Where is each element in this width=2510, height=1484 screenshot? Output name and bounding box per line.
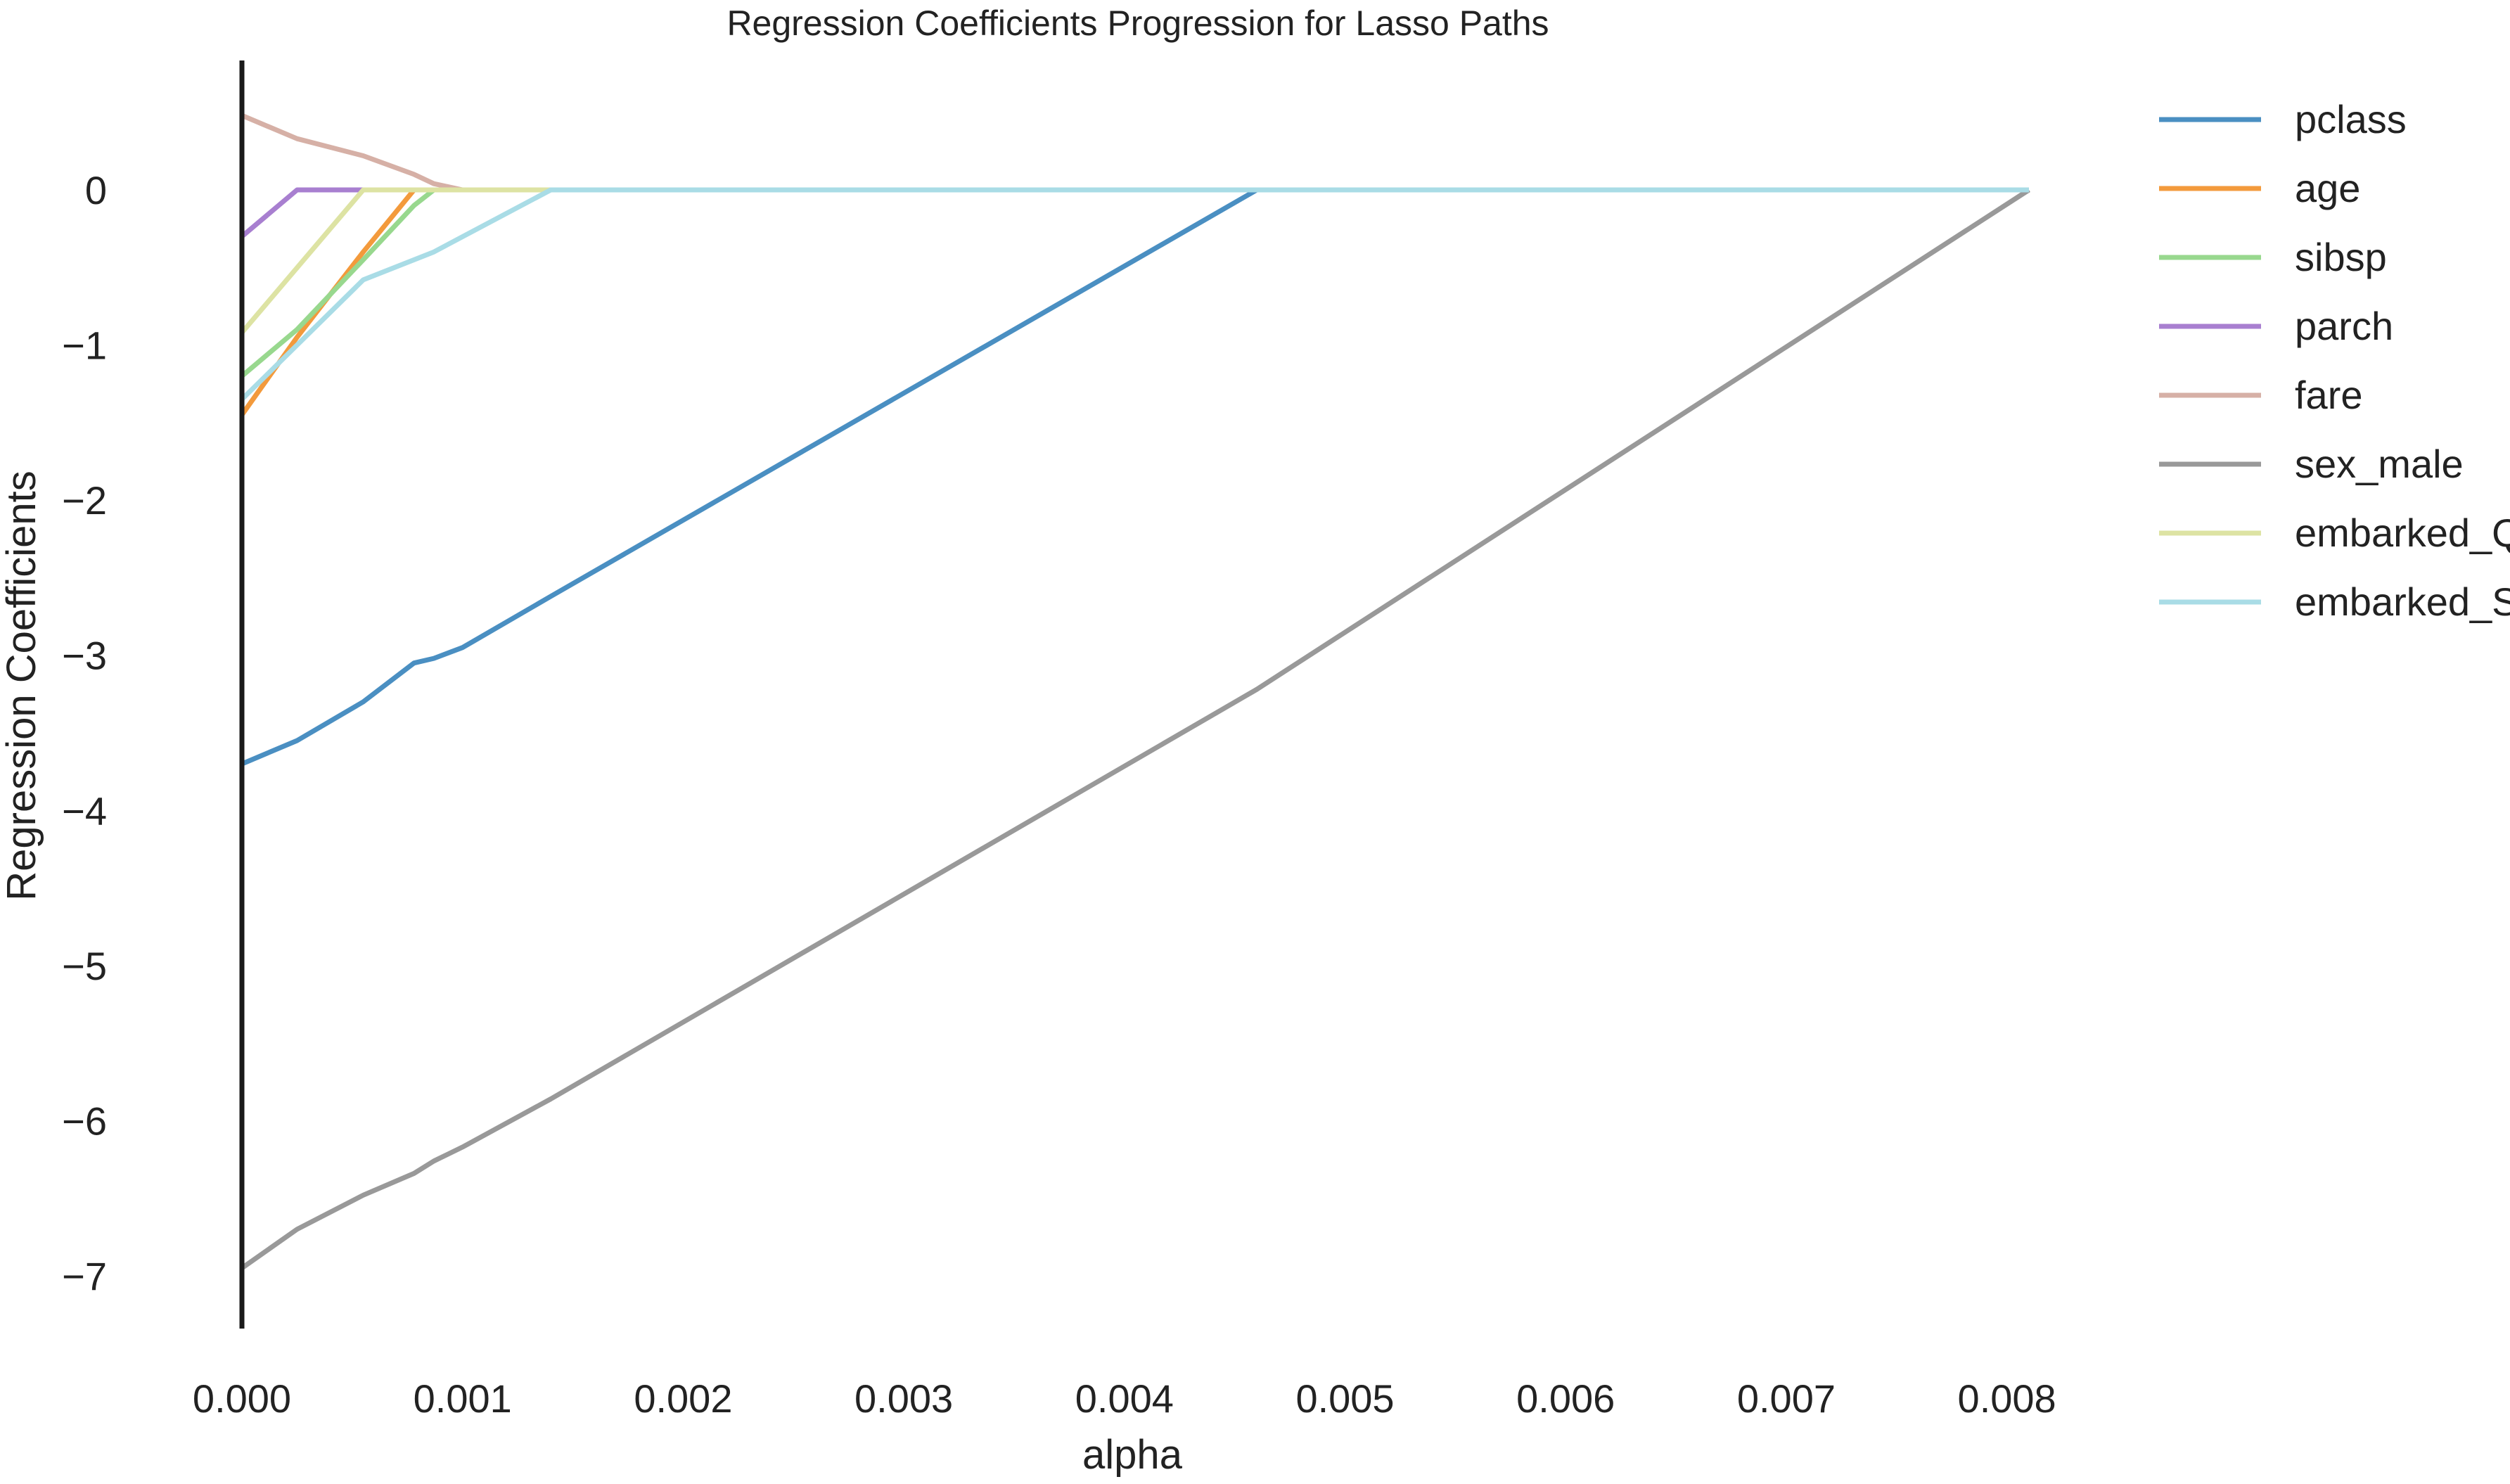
legend-item-fare: fare xyxy=(2159,373,2363,417)
legend-label: fare xyxy=(2295,373,2363,417)
series-line-sibsp xyxy=(240,187,2029,378)
chart-title: Regression Coefficients Progression for … xyxy=(726,4,1549,43)
y-tick-label: −5 xyxy=(62,944,107,988)
x-tick-label: 0.006 xyxy=(1516,1376,1615,1421)
legend-item-embarked-S: embarked_S xyxy=(2159,580,2510,624)
y-tick-label: −7 xyxy=(62,1254,107,1298)
y-axis-label: Regression Coefficients xyxy=(0,471,44,900)
x-tick-label: 0.001 xyxy=(414,1376,512,1421)
series-line-embarked-S xyxy=(240,187,2029,402)
x-tick-label: 0.000 xyxy=(193,1376,291,1421)
legend-label: age xyxy=(2295,166,2360,210)
legend-item-sex-male: sex_male xyxy=(2159,442,2464,486)
legend: pclass age sibsp parch fare sex_male embarked_… xyxy=(2159,97,2510,624)
x-tick-label: 0.003 xyxy=(854,1376,953,1421)
legend-label: sex_male xyxy=(2295,442,2464,486)
series-line-pclass xyxy=(241,187,2029,767)
legend-item-parch: parch xyxy=(2159,304,2393,348)
x-tick-labels: 0.000 0.001 0.002 0.003 0.004 0.005 0.006 0.007… xyxy=(193,1376,2056,1421)
series-line-sex-male xyxy=(240,188,2030,1270)
x-tick-label: 0.008 xyxy=(1958,1376,2056,1421)
series-line-age xyxy=(240,187,2029,416)
legend-item-sibsp: sibsp xyxy=(2159,235,2387,279)
x-tick-label: 0.004 xyxy=(1075,1376,1174,1421)
legend-item-embarked-Q: embarked_Q xyxy=(2159,511,2510,555)
legend-label: pclass xyxy=(2295,97,2407,141)
legend-item-pclass: pclass xyxy=(2159,97,2407,141)
x-tick-label: 0.007 xyxy=(1737,1376,1836,1421)
y-tick-label: 0 xyxy=(85,168,107,212)
x-tick-label: 0.002 xyxy=(634,1376,732,1421)
x-tick-label: 0.005 xyxy=(1295,1376,1394,1421)
legend-label: parch xyxy=(2295,304,2393,348)
legend-item-age: age xyxy=(2159,166,2360,210)
legend-label: embarked_Q xyxy=(2295,511,2510,555)
x-axis-label: alpha xyxy=(1082,1432,1183,1478)
series-line-fare xyxy=(241,113,2029,193)
y-tick-label: −1 xyxy=(62,324,107,368)
legend-label: embarked_S xyxy=(2295,580,2510,624)
y-tick-label: −4 xyxy=(62,788,107,833)
y-tick-label: −3 xyxy=(62,634,107,678)
series-lines xyxy=(240,113,2030,1270)
y-tick-label: −2 xyxy=(62,478,107,523)
legend-label: sibsp xyxy=(2295,235,2387,279)
y-tick-labels: 0 −1 −2 −3 −4 −5 −6 −7 xyxy=(62,168,107,1298)
y-tick-label: −6 xyxy=(62,1099,107,1143)
